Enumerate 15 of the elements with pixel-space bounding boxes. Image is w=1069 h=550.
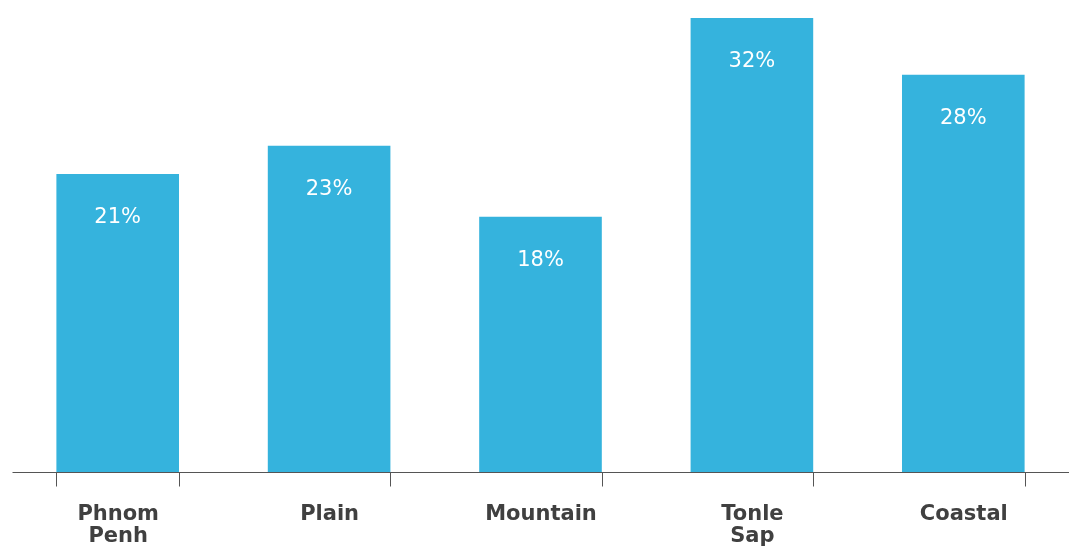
- x-tick-label: Mountain: [485, 500, 597, 525]
- x-tick-label: Tonle Sap: [721, 500, 784, 547]
- data-label: 21%: [94, 204, 142, 229]
- bar: [690, 18, 814, 472]
- bar: [56, 174, 180, 472]
- bar: [479, 216, 602, 472]
- x-tick-label: Phnom Penh: [77, 500, 159, 547]
- data-label: 32%: [728, 48, 776, 72]
- data-label: 28%: [939, 104, 987, 129]
- bar: [901, 74, 1025, 472]
- data-label: 18%: [517, 246, 564, 271]
- x-tick-label: Coastal: [919, 500, 1008, 525]
- x-tick-label: Plain: [300, 500, 360, 525]
- data-label: 23%: [305, 175, 353, 200]
- bar: [267, 145, 391, 472]
